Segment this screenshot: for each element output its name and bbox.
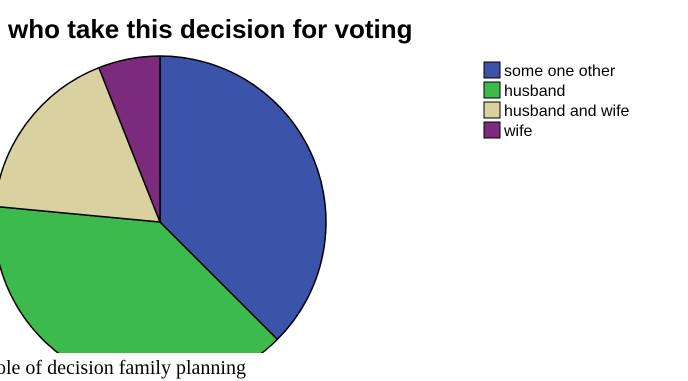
caption-background (0, 353, 688, 381)
caption: ole of decision family planning (0, 357, 246, 379)
legend-label-husband-and-wife: husband and wife (504, 103, 630, 120)
legend-label-wife: wife (503, 123, 533, 140)
legend-swatch-some-one-other (483, 61, 501, 79)
legend-label-some-one-other: some one other (504, 63, 616, 80)
pie-slices (0, 55, 327, 381)
chart-title: who take this decision for voting (7, 14, 413, 44)
pie-slice-some-one-other (159, 55, 327, 341)
legend-swatch-husband (483, 81, 501, 99)
legend-label-husband: husband (504, 83, 565, 100)
pie-slice-wife (98, 55, 161, 223)
legend-swatch-husband-and-wife (483, 101, 501, 119)
legend-swatch-wife (483, 121, 501, 139)
legend: some one other husband husband and wife wif… (483, 61, 630, 140)
pie-slice-husband-and-wife (0, 66, 161, 223)
